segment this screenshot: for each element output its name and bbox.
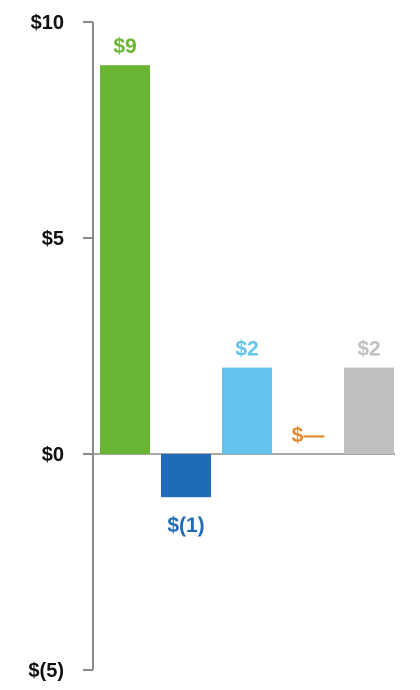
y-tick-label: $0 [42, 444, 64, 466]
data-label: $2 [357, 338, 380, 361]
data-labels-layer: $9 $(1) $2 $— $2 [113, 35, 380, 537]
data-label: $9 [113, 35, 136, 58]
data-label: $— [292, 424, 325, 447]
data-label: $2 [235, 338, 258, 361]
bars-layer [100, 65, 394, 498]
y-tick-label: $10 [31, 12, 64, 34]
bar [344, 367, 394, 454]
axis-layer: $10 $5 $0 $(5) [28, 12, 395, 682]
y-tick-label: $5 [42, 228, 64, 250]
data-label: $(1) [167, 514, 204, 537]
bar [161, 454, 211, 498]
bar [222, 367, 272, 454]
bar [100, 65, 150, 454]
y-tick-label: $(5) [28, 660, 64, 682]
